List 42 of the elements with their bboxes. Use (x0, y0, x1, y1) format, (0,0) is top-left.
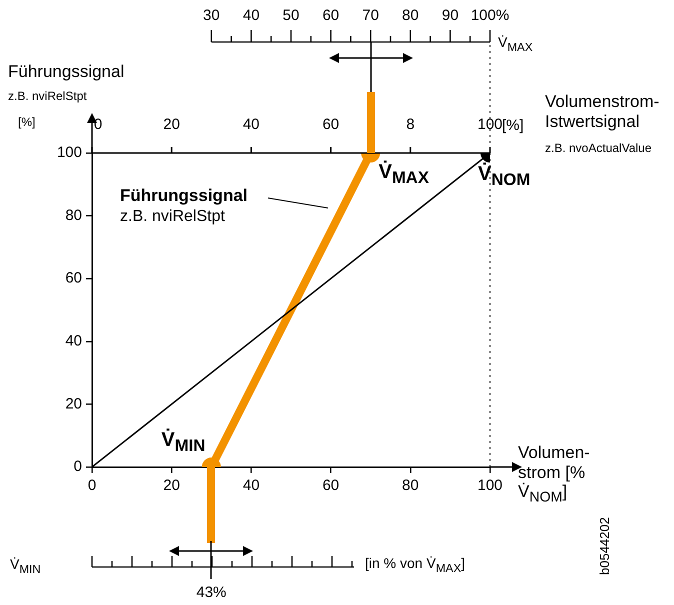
text: 40 (242, 116, 260, 134)
text: 20 (163, 116, 180, 134)
annotation: V̇$_{MAX}$ (378, 161, 429, 188)
x2-tick-label: 60 (322, 7, 340, 24)
text: 100 (477, 116, 503, 134)
text: z.B. nviRelStpt (8, 89, 87, 104)
x2-tick-label: 100% (470, 7, 510, 24)
x2-axis-title: V̇$_{MAX}$ (498, 34, 533, 54)
text: z.B. nvoActualValue (545, 141, 653, 156)
x-tick-label: 40 (242, 477, 260, 494)
text: Volumenstrom-Istwertsignal (545, 92, 660, 132)
x2-tick-label: 80 (402, 7, 419, 24)
y-axis-title: Führungssignal (8, 62, 124, 82)
annotation: z.B. nviRelStpt (120, 208, 226, 226)
x-tick-label: 0 (88, 477, 96, 494)
x-tick-label: 60 (322, 477, 340, 494)
y-tick-label: 60 (65, 270, 82, 287)
annotation: V̇$_{NOM}$ (478, 163, 530, 190)
x-tick-label: 80 (402, 477, 419, 494)
y-tick-label: 0 (74, 458, 82, 476)
y-tick-label: 40 (65, 332, 82, 350)
x-tick-label: 20 (163, 477, 180, 494)
annotation: V̇$_{MIN}$ (161, 429, 206, 456)
text: 43% (196, 584, 226, 602)
y-tick-label: 100 (56, 144, 82, 162)
x2-tick-label: 70 (362, 7, 379, 24)
text: [%] (502, 117, 524, 134)
x-tick-label: 100 (477, 477, 503, 494)
text: [in % von V̇$_{MAX}$] (365, 555, 465, 576)
x2-tick-label: 90 (442, 7, 459, 24)
text: b0544202 (597, 517, 613, 575)
x2-tick-label: 30 (203, 7, 220, 24)
text: 8 (406, 116, 415, 134)
y-tick-label: 20 (65, 395, 82, 412)
y-tick-label: 80 (65, 206, 82, 224)
annotation: Führungssignal (120, 186, 248, 206)
x2-tick-label: 50 (282, 7, 300, 24)
text: 60 (322, 116, 340, 134)
text: [%] (18, 115, 36, 130)
x-axis-title: Volumen-strom [% V̇$_{NOM}$] (518, 443, 591, 506)
text: V̇$_{MIN}$ (10, 556, 41, 576)
x2-tick-label: 40 (242, 7, 260, 24)
